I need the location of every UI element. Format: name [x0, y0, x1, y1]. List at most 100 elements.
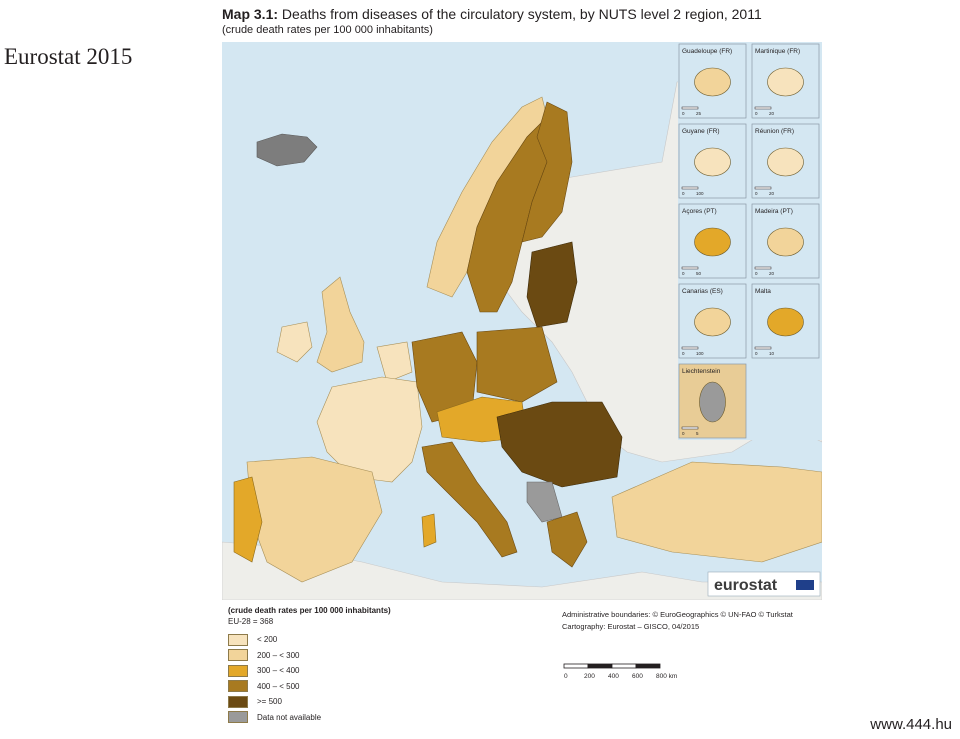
italy [421, 441, 518, 558]
inset-scale-label: 0 [755, 191, 758, 196]
map-title-text: Deaths from diseases of the circulatory … [281, 6, 762, 22]
inset-scale-label: 0 [755, 351, 758, 356]
scale-tick: 200 [584, 673, 595, 680]
legend-swatch [228, 711, 248, 724]
scale-tick: 600 [632, 673, 643, 680]
legend-label: Data not available [257, 712, 322, 722]
inset-territory [694, 67, 731, 97]
inset-maps: Guadeloupe (FR) 0 25 Martinique (FR) 0 20 Guya… [678, 43, 820, 439]
credits-cartography: Cartography: Eurostat – GISCO, 04/2015 [562, 622, 700, 631]
legend-label: 200 – < 300 [257, 650, 300, 660]
legend-swatch [228, 633, 248, 646]
map-title-label: Map 3.1: [222, 6, 279, 22]
inset-4: Açores (PT) 0 50 [678, 203, 747, 279]
inset-scale-bar [754, 346, 772, 350]
inset-3: Réunion (FR) 0 20 [751, 123, 820, 199]
inset-scale-bar [681, 186, 699, 190]
inset-scale-bar [754, 266, 772, 270]
inset-scale-label: 0 [682, 191, 685, 196]
legend-row: < 200 [228, 632, 391, 648]
inset-territory [767, 307, 804, 337]
side-label: Eurostat 2015 [4, 44, 133, 69]
choropleth-map: eurostat Guadeloupe (FR) 0 25 Martinique (F… [222, 42, 822, 600]
inset-7: Malta 0 10 [751, 283, 820, 359]
france [316, 376, 423, 483]
inset-territory [694, 227, 731, 257]
turkey [611, 461, 822, 563]
credits: Administrative boundaries: © EuroGeograp… [562, 609, 793, 633]
inset-scale-label: 25 [696, 111, 702, 116]
inset-scale-bar [681, 346, 699, 350]
legend-row: 400 – < 500 [228, 679, 391, 695]
inset-5: Madeira (PT) 0 20 [751, 203, 820, 279]
inset-territory [767, 67, 804, 97]
inset-scale-bar [681, 106, 699, 110]
legend-row: 300 – < 400 [228, 663, 391, 679]
inset-scale-label: 10 [769, 351, 775, 356]
scale-segment [563, 663, 589, 669]
inset-territory [767, 147, 804, 177]
inset-6: Canarias (ES) 0 100 [678, 283, 747, 359]
legend-row: 200 – < 300 [228, 648, 391, 664]
inset-scale-bar [754, 186, 772, 190]
inset-scale-label: 0 [755, 111, 758, 116]
sardinia [421, 513, 437, 548]
inset-scale-label: 0 [682, 271, 685, 276]
scale-segment [611, 663, 637, 669]
southeast-europe [496, 401, 623, 488]
legend-swatch [228, 649, 248, 662]
ireland [276, 321, 313, 363]
iceland [256, 133, 318, 167]
legend-swatch [228, 664, 248, 677]
inset-scale-label: 0 [682, 431, 685, 436]
legend-label: 400 – < 500 [257, 681, 300, 691]
finland [521, 101, 573, 243]
portugal [233, 476, 263, 563]
map-subtitle: (crude death rates per 100 000 inhabitan… [222, 24, 433, 36]
inset-title: Canarias (ES) [682, 288, 723, 295]
scale-tick: 400 [608, 673, 619, 680]
inset-scale-bar [754, 106, 772, 110]
inset-territory [694, 147, 731, 177]
legend-eu-value: EU-28 = 368 [228, 617, 274, 626]
inset-0: Guadeloupe (FR) 0 25 [678, 43, 747, 119]
inset-title: Açores (PT) [682, 208, 717, 215]
western-balkans [526, 481, 563, 523]
inset-title: Martinique (FR) [755, 48, 800, 55]
inset-scale-label: 5 [696, 431, 699, 436]
inset-title: Madeira (PT) [755, 208, 793, 215]
eu-flag-icon [796, 580, 814, 590]
greece [546, 511, 588, 568]
scale-bar: 0 200 400 600 800 km [563, 663, 677, 680]
legend-swatch [228, 695, 248, 708]
legend: (crude death rates per 100 000 inhabitan… [228, 606, 391, 725]
inset-title: Réunion (FR) [755, 128, 794, 135]
scale-tick: 0 [564, 673, 568, 680]
baltics [526, 241, 578, 328]
inset-scale-label: 100 [696, 191, 704, 196]
inset-title: Guyane (FR) [682, 128, 720, 135]
legend-swatch [228, 680, 248, 693]
inset-scale-label: 20 [769, 191, 775, 196]
inset-scale-label: 0 [755, 271, 758, 276]
inset-scale-bar [681, 266, 699, 270]
inset-scale-label: 100 [696, 351, 704, 356]
inset-scale-label: 0 [682, 111, 685, 116]
inset-territory [694, 307, 731, 337]
inset-territory [699, 381, 726, 423]
eurostat-logo-text: eurostat [714, 577, 778, 594]
inset-1: Martinique (FR) 0 20 [751, 43, 820, 119]
legend-label: 300 – < 400 [257, 666, 300, 676]
map-canvas: eurostat Guadeloupe (FR) 0 25 Martinique (F… [222, 42, 822, 600]
poland [476, 326, 558, 403]
inset-title: Malta [755, 288, 771, 295]
inset-title: Guadeloupe (FR) [682, 48, 732, 55]
benelux [376, 341, 413, 383]
legend-label: < 200 [257, 635, 278, 645]
uk [316, 276, 365, 373]
legend-row: Data not available [228, 710, 391, 726]
watermark: www.444.hu [870, 716, 952, 733]
inset-title: Liechtenstein [682, 368, 721, 375]
inset-scale-bar [681, 426, 699, 430]
legend-label: >= 500 [257, 697, 282, 707]
